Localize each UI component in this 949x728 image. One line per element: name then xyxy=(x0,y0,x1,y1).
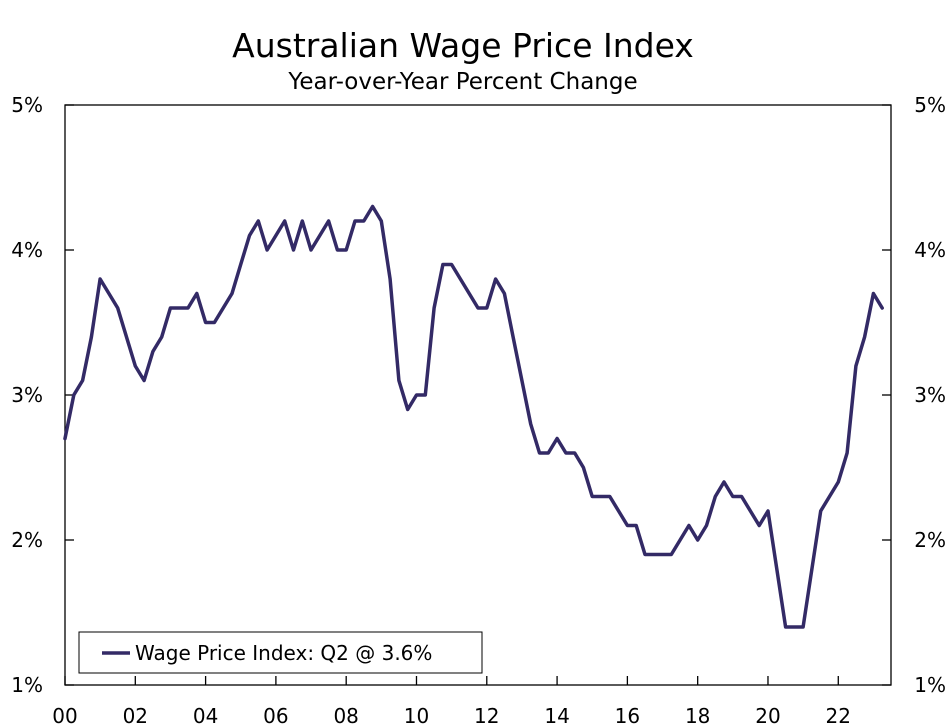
y-tick-label-right: 2% xyxy=(914,528,946,552)
y-tick-label-left: 4% xyxy=(11,238,43,262)
legend-box xyxy=(78,631,483,674)
x-tick-label: 20 xyxy=(755,704,780,728)
x-tick-label: 04 xyxy=(193,704,218,728)
y-tick-label-right: 4% xyxy=(914,238,946,262)
x-tick-label: 00 xyxy=(52,704,77,728)
y-tick-label-right: 3% xyxy=(914,383,946,407)
legend: Wage Price Index: Q2 @ 3.6% xyxy=(78,631,483,674)
x-tick-label: 16 xyxy=(615,704,640,728)
y-tick-label-right: 1% xyxy=(914,673,946,697)
chart-subtitle: Year-over-Year Percent Change xyxy=(287,69,637,95)
axis-tick-labels: 00 02 04 06 08 10 12 14 16 18 20 22 1% 1% 2% 2% 3% 3% 4% 4%… xyxy=(11,93,946,728)
legend-label: Wage Price Index: Q2 @ 3.6% xyxy=(135,641,432,665)
x-tick-label: 12 xyxy=(474,704,499,728)
x-tick-label: 22 xyxy=(826,704,851,728)
x-tick-label: 06 xyxy=(263,704,288,728)
x-tick-label: 18 xyxy=(685,704,710,728)
axis-ticks xyxy=(64,104,891,686)
y-tick-label-left: 2% xyxy=(11,528,43,552)
x-tick-label: 10 xyxy=(404,704,429,728)
x-tick-label: 02 xyxy=(123,704,148,728)
x-tick-label: 08 xyxy=(333,704,358,728)
chart-title: Australian Wage Price Index xyxy=(232,26,694,65)
y-tick-label-left: 5% xyxy=(11,93,43,117)
y-tick-label-right: 5% xyxy=(914,93,946,117)
y-tick-label-left: 1% xyxy=(11,673,43,697)
x-tick-label: 14 xyxy=(544,704,569,728)
y-tick-label-left: 3% xyxy=(11,383,43,407)
plot-frame xyxy=(64,104,892,686)
series-line-wage-price-index xyxy=(63,204,884,629)
